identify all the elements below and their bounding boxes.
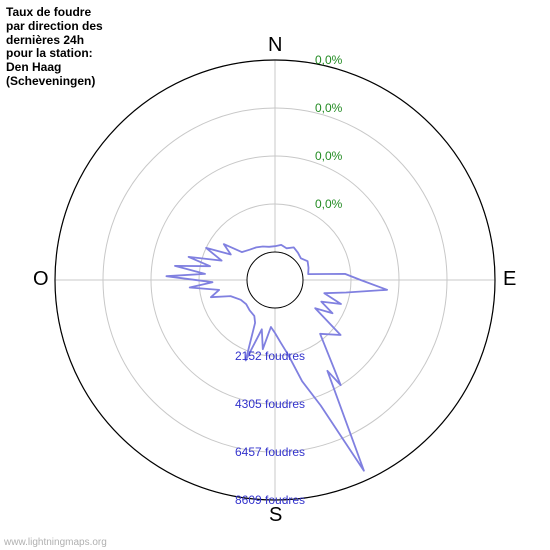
lower-ring-label-3: 6457 foudres: [235, 445, 305, 459]
upper-ring-label-4: 0,0%: [315, 53, 342, 67]
cardinal-south: S: [269, 504, 282, 527]
lower-ring-label-4: 8609 foudres: [235, 493, 305, 507]
upper-ring-label-1: 0,0%: [315, 197, 342, 211]
lower-ring-label-2: 4305 foudres: [235, 397, 305, 411]
upper-ring-label-3: 0,0%: [315, 101, 342, 115]
footer-attribution: www.lightningmaps.org: [4, 537, 107, 548]
upper-ring-label-2: 0,0%: [315, 149, 342, 163]
polar-chart-container: Taux de foudre par direction des dernièr…: [0, 0, 550, 550]
lower-ring-label-1: 2152 foudres: [235, 349, 305, 363]
cardinal-west: O: [33, 268, 49, 291]
cardinal-north: N: [268, 34, 282, 57]
chart-svg: [0, 0, 550, 550]
cardinal-east: E: [503, 268, 516, 291]
